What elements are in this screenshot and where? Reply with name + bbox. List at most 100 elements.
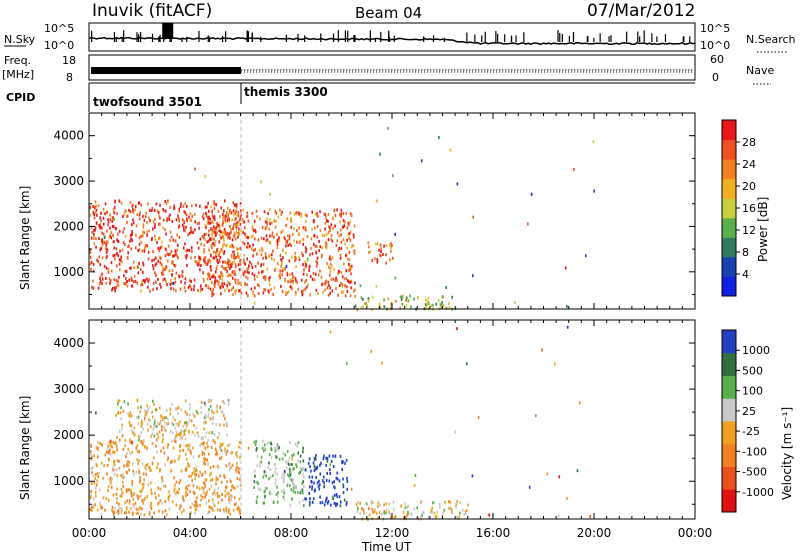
velocity-point xyxy=(149,468,151,472)
velocity-point xyxy=(299,454,302,458)
power-point xyxy=(183,220,186,224)
power-point xyxy=(448,301,450,305)
power-point xyxy=(326,262,328,266)
velocity-point xyxy=(385,508,388,512)
power-point xyxy=(211,290,213,294)
velocity-point xyxy=(269,491,272,495)
velocity-point xyxy=(208,398,210,402)
velocity-point xyxy=(110,444,113,448)
power-point xyxy=(220,292,222,296)
velocity-point xyxy=(95,411,97,415)
power-point xyxy=(99,223,102,227)
power-point xyxy=(205,214,208,218)
velocity-point xyxy=(132,493,135,497)
power-point xyxy=(107,270,110,274)
power-point xyxy=(212,288,214,292)
velocity-point xyxy=(115,440,117,444)
x-axis-title: Time UT xyxy=(361,540,412,554)
velocity-point xyxy=(471,474,474,478)
power-point xyxy=(262,263,265,267)
velocity-point xyxy=(342,460,344,464)
velocity-point xyxy=(186,412,188,416)
velocity-point xyxy=(378,511,381,515)
velocity-point xyxy=(205,420,207,424)
power-point xyxy=(219,251,221,255)
power-point xyxy=(235,255,238,259)
power-point xyxy=(346,257,349,261)
power-point xyxy=(257,291,260,295)
power-point xyxy=(209,265,212,269)
power-point xyxy=(263,287,265,291)
velocity-point xyxy=(203,460,206,464)
velocity-point xyxy=(357,506,359,510)
power-point xyxy=(149,289,151,293)
velocity-point xyxy=(164,428,167,432)
power-point xyxy=(97,260,100,264)
velocity-point xyxy=(160,414,162,418)
power-point xyxy=(284,267,286,271)
power-point xyxy=(265,226,268,230)
velocity-point xyxy=(172,431,174,435)
velocity-point xyxy=(292,483,295,487)
power-point xyxy=(131,229,133,233)
velocity-point xyxy=(192,446,194,450)
velocity-point xyxy=(177,406,180,410)
power-point xyxy=(200,264,202,268)
velocity-point xyxy=(133,504,136,508)
power-point xyxy=(214,228,217,232)
velocity-point xyxy=(128,414,130,418)
power-point xyxy=(368,251,370,255)
velocity-point xyxy=(231,463,234,467)
power-point xyxy=(107,240,109,244)
velocity-point xyxy=(163,451,166,455)
power-point xyxy=(162,218,165,222)
velocity-point xyxy=(109,443,111,447)
power-point xyxy=(362,305,365,309)
power-point xyxy=(123,212,126,216)
velocity-point xyxy=(264,489,266,493)
power-point xyxy=(314,272,317,276)
velocity-point xyxy=(274,471,277,475)
velocity-point xyxy=(302,498,304,502)
power-point xyxy=(104,212,106,216)
power-point xyxy=(276,232,278,236)
velocity-point xyxy=(181,436,183,440)
power-point xyxy=(189,285,192,289)
velocity-point xyxy=(128,499,131,503)
power-point xyxy=(95,245,97,249)
power-point xyxy=(237,282,239,286)
velocity-point xyxy=(346,479,349,483)
power-point xyxy=(268,240,271,244)
velocity-point xyxy=(159,499,162,503)
power-point xyxy=(242,273,245,277)
power-point xyxy=(317,273,320,277)
power-point xyxy=(207,284,210,288)
velocity-point xyxy=(176,433,179,437)
velocity-point xyxy=(375,512,378,516)
velocity-point xyxy=(216,436,219,440)
power-point xyxy=(374,257,376,261)
velocity-point xyxy=(148,405,151,409)
power-point xyxy=(109,279,112,283)
power-point xyxy=(293,255,296,259)
velocity-point xyxy=(222,400,224,404)
power-point xyxy=(158,249,161,253)
velocity-point xyxy=(150,501,152,505)
power-point xyxy=(120,255,122,259)
velocity-point xyxy=(216,477,219,481)
power-point xyxy=(379,243,382,247)
power-point xyxy=(89,206,92,210)
power-point xyxy=(242,260,245,264)
velocity-point xyxy=(270,446,272,450)
power-point xyxy=(136,213,138,217)
power-point xyxy=(222,235,224,239)
power-point xyxy=(259,217,261,221)
noise-right-tick-bottom: 10^0 xyxy=(700,39,730,52)
velocity-point xyxy=(333,480,336,484)
velocity-point xyxy=(116,487,118,491)
power-point xyxy=(116,238,118,242)
power-point xyxy=(165,265,168,269)
velocity-point xyxy=(285,466,288,470)
power-point xyxy=(202,271,204,275)
power-point xyxy=(376,259,379,263)
